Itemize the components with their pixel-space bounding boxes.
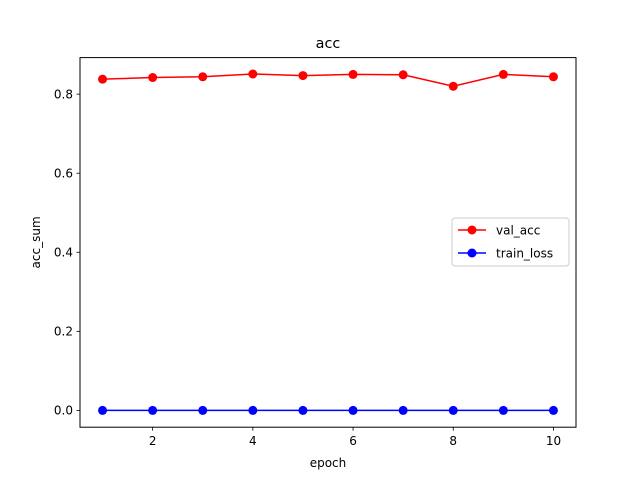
data-point-train-loss xyxy=(248,405,258,415)
y-axis-ticks: 0.0 0.2 0.4 0.6 0.8 xyxy=(54,87,80,418)
data-point-val-acc xyxy=(298,71,308,81)
x-axis-label: epoch xyxy=(310,456,347,470)
data-point-val-acc xyxy=(198,72,208,82)
x-tick-label: 6 xyxy=(349,434,357,448)
data-point-train-loss xyxy=(548,405,558,415)
data-point-val-acc xyxy=(348,69,358,79)
legend-label-val-acc: val_acc xyxy=(496,224,540,238)
legend-label-train-loss: train_loss xyxy=(496,247,553,261)
x-tick-label: 2 xyxy=(149,434,157,448)
data-point-train-loss xyxy=(148,405,158,415)
data-point-val-acc xyxy=(148,73,158,83)
legend-entry-val-acc: val_acc xyxy=(458,224,540,238)
data-point-train-loss xyxy=(448,405,458,415)
series-train-loss xyxy=(98,405,558,415)
data-point-val-acc xyxy=(548,72,558,82)
axes-frame xyxy=(79,57,577,428)
data-point-val-acc xyxy=(98,74,108,84)
data-point-val-acc xyxy=(448,81,458,91)
y-tick-label: 0.4 xyxy=(54,245,73,259)
chart-title: acc xyxy=(316,36,341,52)
x-tick-label: 8 xyxy=(449,434,457,448)
series-val-acc xyxy=(98,69,558,91)
data-point-val-acc xyxy=(398,70,408,80)
legend-entry-train-loss: train_loss xyxy=(458,247,553,261)
legend-marker-val-acc xyxy=(467,225,477,235)
y-tick-label: 0.6 xyxy=(54,166,73,180)
y-tick-label: 0.0 xyxy=(54,404,73,418)
data-point-train-loss xyxy=(98,405,108,415)
plot-area: 2 4 6 8 10 0.0 0.2 0.4 0.6 0.8 xyxy=(54,57,577,448)
x-axis-ticks: 2 4 6 8 10 xyxy=(149,427,561,448)
data-point-train-loss xyxy=(398,405,408,415)
x-tick-label: 4 xyxy=(249,434,257,448)
series-layer xyxy=(98,69,558,415)
legend: val_acc train_loss xyxy=(451,217,570,267)
data-point-train-loss xyxy=(198,405,208,415)
y-axis-label: acc_sum xyxy=(29,216,43,268)
x-tick-label: 10 xyxy=(546,434,561,448)
data-point-train-loss xyxy=(348,405,358,415)
data-point-train-loss xyxy=(498,405,508,415)
data-point-train-loss xyxy=(298,405,308,415)
data-point-val-acc xyxy=(498,69,508,79)
series-line-val-acc xyxy=(102,73,554,88)
y-tick-label: 0.2 xyxy=(54,325,73,339)
legend-marker-train-loss xyxy=(467,248,477,258)
y-tick-label: 0.8 xyxy=(54,87,73,101)
data-point-val-acc xyxy=(248,69,258,79)
